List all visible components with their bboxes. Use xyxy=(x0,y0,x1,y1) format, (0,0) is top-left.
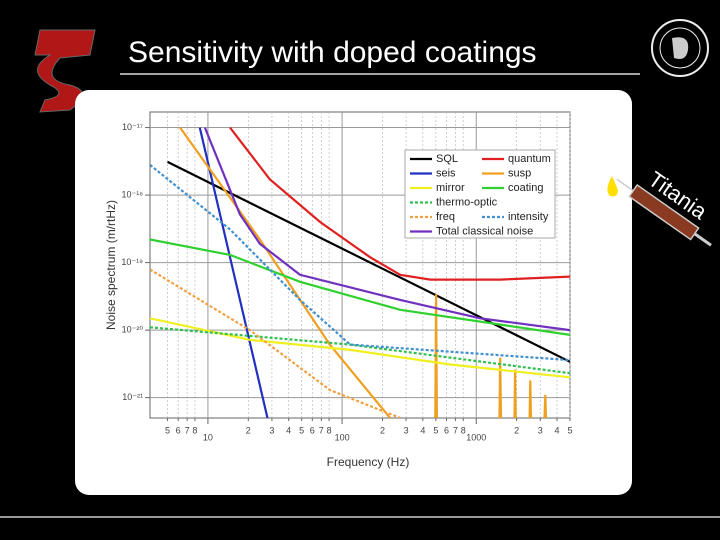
y-tick-label: 10⁻¹⁹ xyxy=(121,257,143,267)
drop xyxy=(607,176,618,197)
x-tick-label: 5 xyxy=(165,425,170,435)
series-line xyxy=(198,127,269,418)
x-tick-label: 7 xyxy=(453,425,458,435)
legend-label: susp xyxy=(508,167,531,179)
x-tick-label: 4 xyxy=(286,425,291,435)
series-line xyxy=(179,126,548,418)
legend-label: coating xyxy=(508,182,543,194)
x-tick-label: 100 xyxy=(335,432,350,442)
legend-label: intensity xyxy=(508,211,549,223)
series-line xyxy=(150,326,570,375)
x-tick-label: 10 xyxy=(203,432,213,442)
y-tick-label: 10⁻¹⁷ xyxy=(122,122,143,132)
legend-label: freq xyxy=(436,211,455,223)
x-tick-label: 6 xyxy=(444,425,449,435)
slide-title: Sensitivity with doped coatings xyxy=(128,36,537,69)
series-line xyxy=(150,268,401,418)
syringe xyxy=(616,178,712,247)
seal xyxy=(651,19,709,77)
logo xyxy=(34,29,96,113)
x-tick-label: 2 xyxy=(514,425,519,435)
x-tick-label: 5 xyxy=(433,425,438,435)
legend xyxy=(404,149,556,239)
x-tick-label: 5 xyxy=(567,425,572,435)
legend-label: Total classical noise xyxy=(436,225,533,237)
series-line xyxy=(167,160,570,363)
plot-lines xyxy=(150,126,570,418)
x-tick-label: 3 xyxy=(269,425,274,435)
x-tick-label: 1000 xyxy=(466,432,486,442)
x-tick-label: 4 xyxy=(554,425,559,435)
y-tick-label: 10⁻²¹ xyxy=(122,392,143,402)
y-tick-label: 10⁻²⁰ xyxy=(122,325,144,335)
x-tick-label: 2 xyxy=(246,425,251,435)
x-tick-label: 3 xyxy=(538,425,543,435)
x-tick-label: 6 xyxy=(176,425,181,435)
x-tick-label: 6 xyxy=(310,425,315,435)
x-tick-label: 4 xyxy=(420,425,425,435)
series-line xyxy=(150,164,570,362)
x-tick-label: 8 xyxy=(192,425,197,435)
series-line xyxy=(150,238,570,336)
x-tick-label: 8 xyxy=(461,425,466,435)
x-tick-label: 7 xyxy=(319,425,324,435)
x-tick-label: 5 xyxy=(299,425,304,435)
series-line xyxy=(203,127,570,332)
x-tick-label: 2 xyxy=(380,425,385,435)
series-line xyxy=(229,126,570,281)
legend-label: thermo-optic xyxy=(436,196,498,208)
y-tick-label: 10⁻¹⁸ xyxy=(121,189,143,199)
y-axis-label: Noise spectrum (m/rtHz) xyxy=(104,200,118,330)
legend-label: quantum xyxy=(508,153,551,165)
legend-label: SQL xyxy=(436,153,458,165)
legend-label: seis xyxy=(436,167,456,179)
x-tick-label: 3 xyxy=(404,425,409,435)
x-tick-label: 8 xyxy=(327,425,332,435)
x-axis-label: Frequency (Hz) xyxy=(327,455,410,469)
legend-label: mirror xyxy=(436,182,465,194)
x-tick-label: 7 xyxy=(185,425,190,435)
